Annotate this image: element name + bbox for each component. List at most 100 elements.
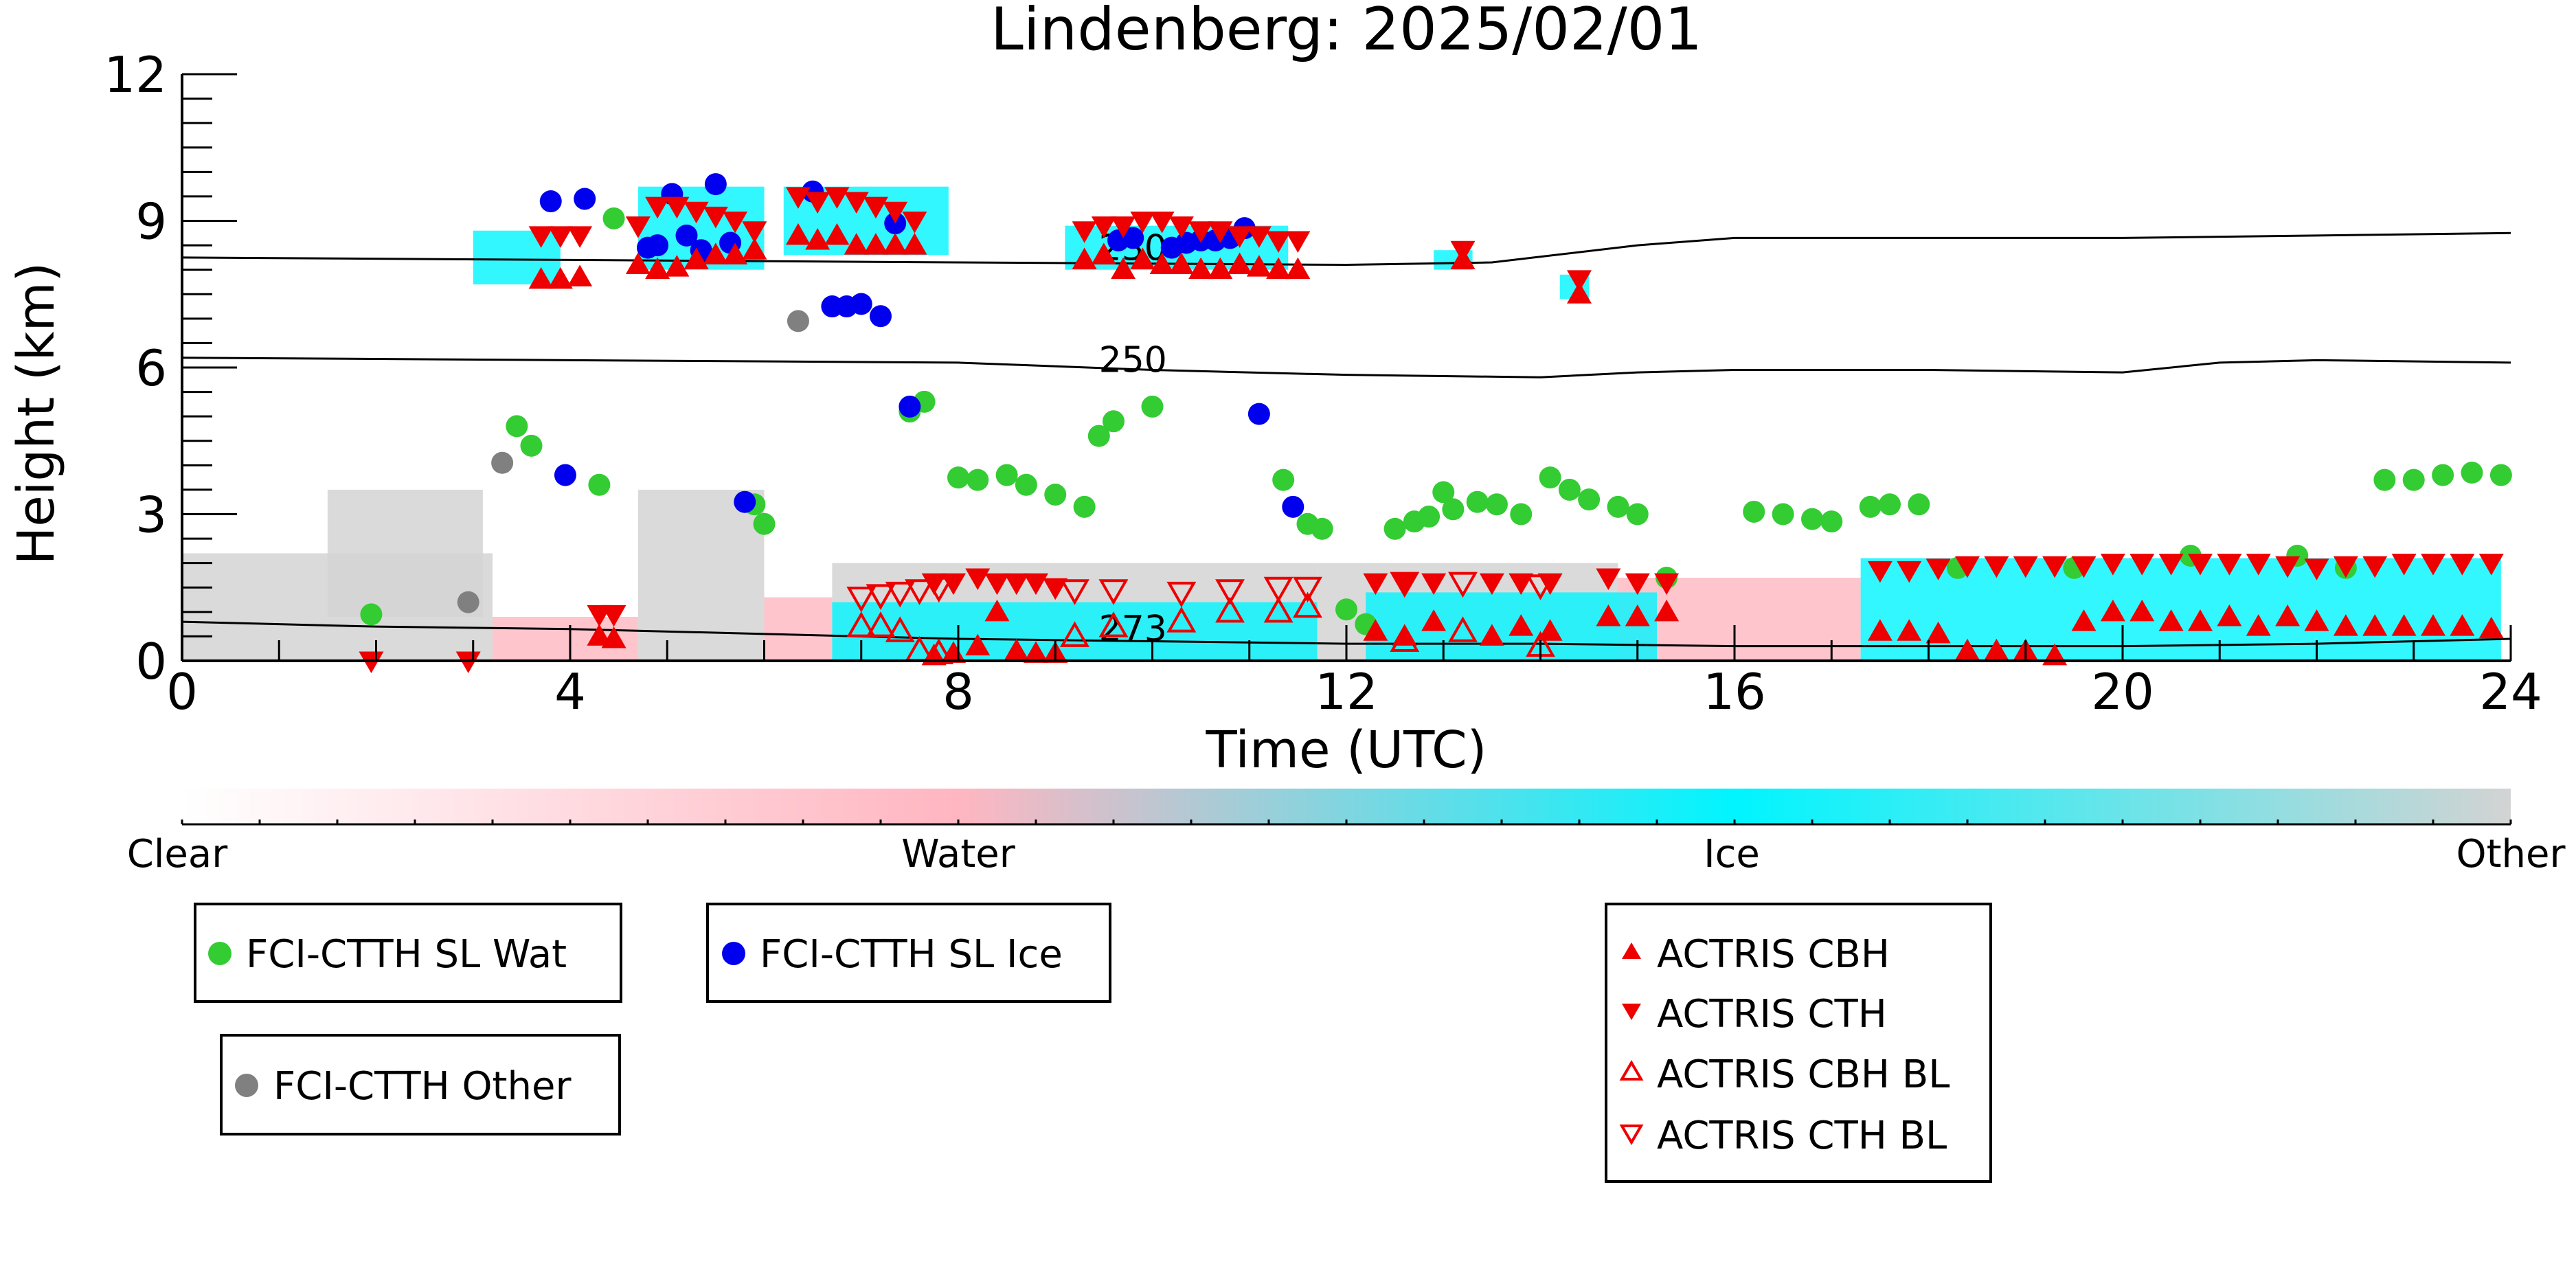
legend-label-actris-cth-bl: ACTRIS CTH BL xyxy=(1657,1114,1947,1158)
marker-3-47 xyxy=(1625,604,1650,626)
marker-6-4 xyxy=(924,576,954,603)
marker-4-29 xyxy=(1091,216,1116,238)
marker-6-8 xyxy=(1215,579,1245,605)
phase-band-2 xyxy=(637,489,765,661)
marker-4-71 xyxy=(2450,554,2475,576)
point-0-53 xyxy=(2489,464,2512,486)
marker-6-1 xyxy=(866,584,896,610)
marker-4-65 xyxy=(2275,556,2301,578)
marker-3-5 xyxy=(625,252,651,275)
marker-4-39 xyxy=(1285,231,1311,253)
marker-5-1 xyxy=(866,611,896,637)
marker-4-37 xyxy=(1246,226,1272,248)
marker-6-11 xyxy=(1390,572,1420,598)
marker-4-2 xyxy=(528,226,554,248)
marker-3-58 xyxy=(2129,599,2155,622)
marker-3-10 xyxy=(723,242,748,264)
marker-3-22 xyxy=(984,599,1010,622)
marker-3-34 xyxy=(1227,252,1252,275)
marker-4-47 xyxy=(1567,270,1592,292)
colorbar-label-ice: Ice xyxy=(1704,832,1760,877)
point-0-12 xyxy=(1015,473,1037,496)
marker-4-1 xyxy=(455,651,481,673)
point-1-17 xyxy=(899,395,921,418)
marker-4-31 xyxy=(1130,212,1155,234)
point-0-34 xyxy=(1607,495,1629,518)
marker-4-43 xyxy=(1450,240,1476,263)
marker-3-56 xyxy=(2071,609,2097,631)
point-0-9 xyxy=(947,466,969,489)
point-0-42 xyxy=(1879,493,1901,516)
marker-4-28 xyxy=(1072,221,1097,243)
marker-4-56 xyxy=(2013,556,2038,578)
marker-4-0 xyxy=(359,651,384,673)
marker-4-16 xyxy=(824,187,850,209)
marker-4-64 xyxy=(2246,554,2271,576)
point-0-10 xyxy=(967,468,989,491)
point-2-0 xyxy=(457,591,479,613)
marker-3-14 xyxy=(824,223,850,245)
colorbar-ticks xyxy=(181,820,2512,826)
marker-4-48 xyxy=(1596,568,1621,591)
marker-3-45 xyxy=(1567,282,1592,304)
point-0-4 xyxy=(602,207,625,229)
marker-4-49 xyxy=(1625,573,1650,596)
point-1-0 xyxy=(539,190,562,213)
contour-label-273: 273 xyxy=(1099,609,1167,650)
point-0-1 xyxy=(506,415,528,438)
point-0-41 xyxy=(1859,495,1882,518)
point-0-37 xyxy=(1743,500,1765,523)
colorbar-label-other: Other xyxy=(2456,832,2566,877)
marker-3-64 xyxy=(2304,609,2329,631)
marker-4-36 xyxy=(1227,226,1252,248)
marker-4-63 xyxy=(2217,554,2242,576)
legend-marker-fci-ice xyxy=(722,942,745,965)
marker-3-0 xyxy=(528,267,554,289)
marker-6-2 xyxy=(885,581,915,608)
data-series xyxy=(359,173,2512,673)
point-1-1 xyxy=(574,188,596,210)
marker-4-30 xyxy=(1111,216,1136,238)
marker-3-43 xyxy=(1509,614,1534,636)
marker-5-10 xyxy=(1293,591,1322,618)
x-tick-label: 20 xyxy=(2091,663,2154,721)
marker-3-9 xyxy=(703,242,728,264)
marker-5-8 xyxy=(1215,596,1245,623)
marker-4-51 xyxy=(1867,561,1893,583)
marker-5-6 xyxy=(1098,611,1129,637)
point-0-51 xyxy=(2432,464,2454,486)
marker-3-53 xyxy=(1984,638,2009,661)
y-tick-label: 3 xyxy=(135,486,167,544)
marker-3-31 xyxy=(1168,252,1194,275)
marker-4-23 xyxy=(965,568,991,591)
x-tick-label: 16 xyxy=(1703,663,1766,721)
marker-4-59 xyxy=(2100,554,2125,576)
marker-4-68 xyxy=(2362,556,2388,578)
marker-3-66 xyxy=(2362,614,2388,636)
marker-3-17 xyxy=(883,233,908,255)
point-0-3 xyxy=(588,473,611,496)
colorbar-label-clear: Clear xyxy=(127,832,228,877)
marker-4-13 xyxy=(742,221,767,243)
y-tick-label: 6 xyxy=(135,339,167,397)
x-tick-label: 8 xyxy=(942,663,974,721)
marker-4-40 xyxy=(1363,573,1388,596)
legend-marker-fci-other xyxy=(235,1074,258,1097)
point-0-33 xyxy=(1578,488,1601,511)
marker-4-20 xyxy=(902,212,927,234)
marker-3-46 xyxy=(1596,604,1621,626)
point-0-14 xyxy=(1073,495,1096,518)
marker-3-49 xyxy=(1867,619,1893,641)
point-0-38 xyxy=(1772,503,1794,526)
marker-6-6 xyxy=(1098,579,1129,605)
series-3 xyxy=(528,223,2504,666)
colorbar: Clear Water Ice Other xyxy=(127,789,2566,877)
marker-6-12 xyxy=(1448,572,1478,598)
marker-3-68 xyxy=(2421,614,2445,636)
point-1-10 xyxy=(734,490,756,513)
marker-4-24 xyxy=(984,573,1010,596)
marker-6-7 xyxy=(1166,581,1197,608)
marker-5-4 xyxy=(924,638,954,664)
marker-3-8 xyxy=(683,247,709,269)
